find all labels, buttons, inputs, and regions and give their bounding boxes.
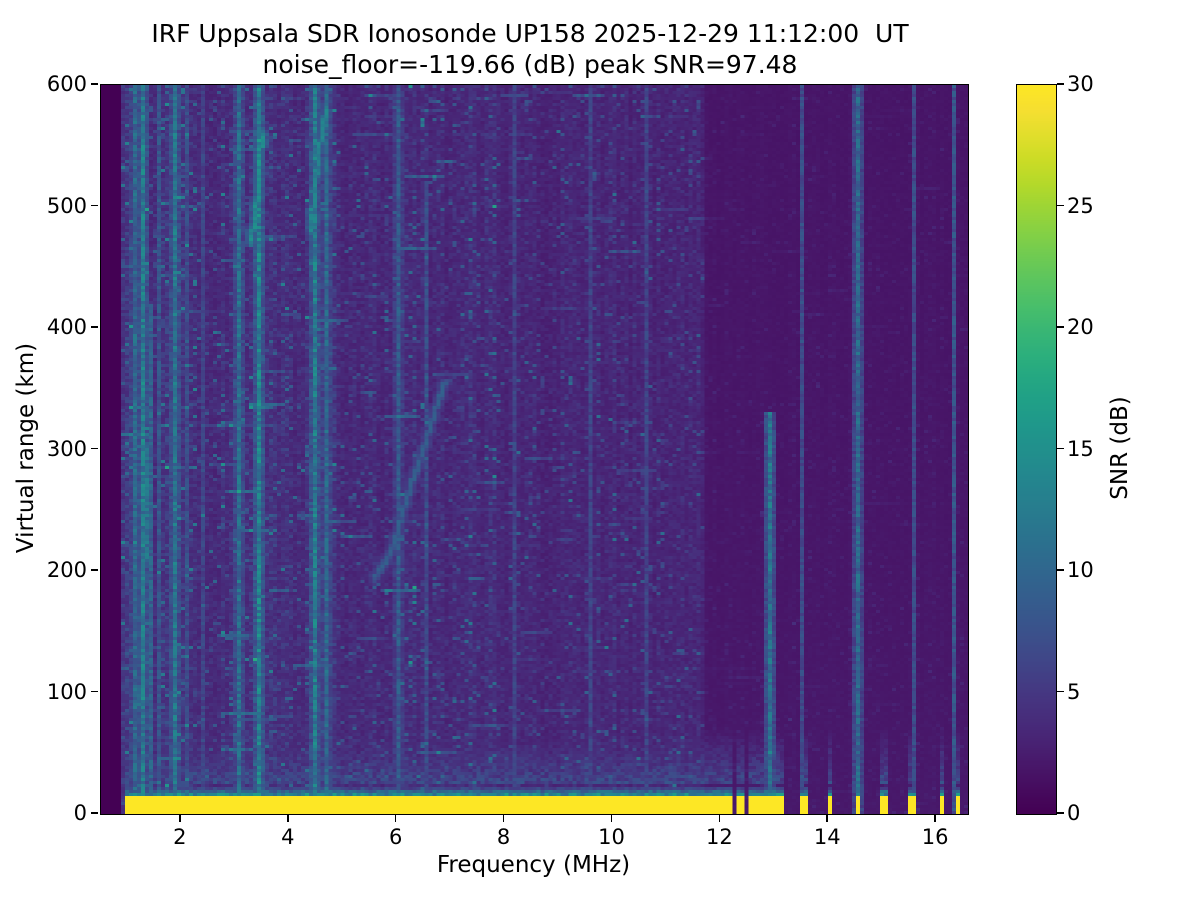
- colorbar-tick-mark: [1056, 569, 1064, 571]
- x-tick-mark: [179, 814, 181, 822]
- colorbar-tick-mark: [1056, 326, 1064, 328]
- x-tick-label: 14: [813, 825, 841, 849]
- x-axis-label: Frequency (MHz): [436, 852, 631, 878]
- x-tick-label: 10: [598, 825, 625, 849]
- x-tick-mark: [610, 814, 613, 822]
- x-tick-label: 6: [388, 825, 403, 849]
- y-axis-label: Virtual range (km): [13, 342, 39, 554]
- x-tick-label: 8: [496, 825, 511, 849]
- x-tick-mark: [718, 814, 721, 822]
- y-tick-mark: [91, 569, 99, 571]
- colorbar-tick-label: 25: [1067, 193, 1094, 218]
- colorbar-tick-label: 30: [1067, 72, 1094, 96]
- colorbar: [1016, 84, 1057, 815]
- x-tick-mark: [502, 814, 505, 822]
- y-tick-label: 100: [46, 679, 87, 704]
- y-tick-mark: [91, 83, 99, 85]
- colorbar-tick-mark: [1056, 812, 1064, 814]
- colorbar-tick-mark: [1056, 83, 1064, 85]
- colorbar-tick-label: 15: [1067, 436, 1094, 461]
- y-tick-mark: [91, 326, 99, 328]
- y-tick-label: 500: [46, 193, 87, 218]
- title-line-2: noise_floor=-119.66 (dB) peak SNR=97.48: [262, 50, 798, 79]
- x-tick-mark: [286, 814, 289, 822]
- x-tick-label: 2: [173, 825, 187, 849]
- colorbar-tick-mark: [1056, 690, 1064, 693]
- x-tick-mark: [394, 814, 397, 822]
- y-tick-mark: [91, 204, 99, 207]
- y-axis-label-wrap: Virtual range (km): [13, 0, 39, 553]
- y-tick-label: 300: [46, 436, 87, 461]
- y-tick-mark: [91, 447, 99, 450]
- colorbar-tick-label: 10: [1067, 558, 1094, 582]
- colorbar-tick-mark: [1056, 447, 1064, 450]
- colorbar-tick-label: 5: [1067, 679, 1081, 704]
- colorbar-tick-label: 0: [1067, 801, 1081, 825]
- x-tick-label: 12: [705, 825, 733, 849]
- y-tick-mark: [91, 812, 99, 814]
- x-tick-label: 16: [921, 825, 949, 849]
- y-tick-label: 0: [73, 801, 87, 825]
- colorbar-gradient: [1017, 85, 1056, 814]
- x-tick-mark: [934, 814, 936, 822]
- x-tick-label: 4: [281, 825, 295, 849]
- colorbar-label-wrap: SNR (dB): [1107, 0, 1133, 499]
- ionogram-plot-area[interactable]: [100, 84, 969, 815]
- y-tick-label: 200: [46, 558, 87, 582]
- y-tick-mark: [91, 690, 99, 693]
- ionogram-heatmap: [101, 85, 968, 814]
- y-tick-label: 400: [46, 315, 87, 339]
- x-tick-mark: [826, 814, 829, 822]
- title-line-1: IRF Uppsala SDR Ionosonde UP158 2025-12-…: [151, 19, 909, 48]
- colorbar-tick-mark: [1056, 204, 1064, 207]
- colorbar-label: SNR (dB): [1107, 396, 1133, 500]
- colorbar-tick-label: 20: [1067, 315, 1094, 339]
- chart-title: IRF Uppsala SDR Ionosonde UP158 2025-12-…: [0, 18, 1060, 80]
- y-tick-label: 600: [46, 72, 87, 96]
